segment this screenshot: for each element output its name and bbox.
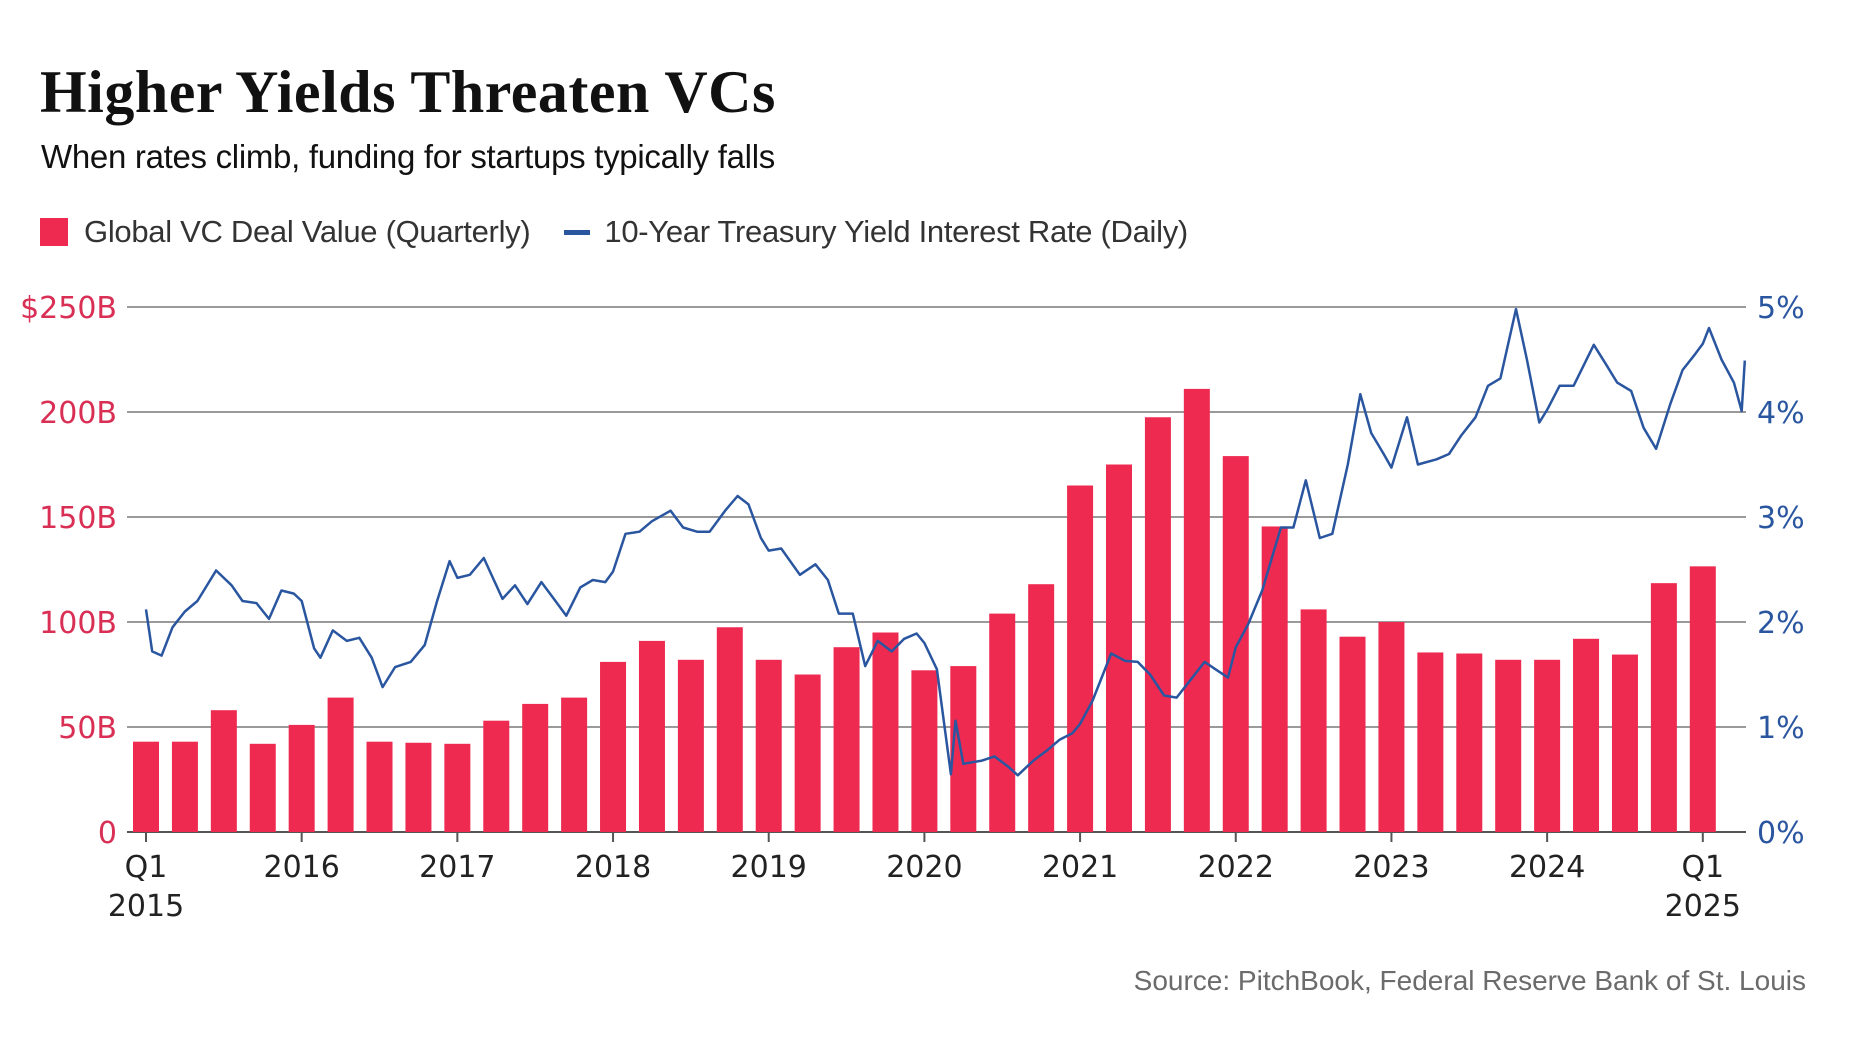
legend: Global VC Deal Value (Quarterly) 10-Year… [40,214,1222,250]
right-axis-tick-label: 2% [1757,606,1805,641]
x-axis-tick-label: 2017 [419,850,495,885]
bar [444,743,471,832]
bar [171,741,198,832]
bar [1339,636,1366,832]
bar [1650,583,1677,832]
bar [1222,456,1249,832]
bar [210,710,237,832]
bar [133,741,159,832]
legend-item-treasury-yield: 10-Year Treasury Yield Interest Rate (Da… [564,214,1188,250]
left-axis-tick-label: 50B [58,711,117,746]
bar [522,703,549,832]
bar [405,742,432,832]
bar [1300,609,1327,832]
bar [1183,388,1210,832]
bar [600,661,627,832]
bar [1417,652,1444,832]
left-axis-tick-label: 100B [39,606,117,641]
left-axis-tick-label: 0 [98,816,117,851]
x-axis-tick-label: 2015 [108,889,184,924]
x-axis-tick-label: Q1 [1681,850,1724,885]
bar [872,632,899,832]
legend-square-icon [40,218,68,246]
right-axis-tick-label: 4% [1757,396,1805,431]
right-axis-tick-label: 0% [1757,816,1805,851]
bar [1456,653,1483,832]
bar [483,720,510,832]
bar [911,670,938,832]
axes: 0 50B 100B 150B 200B $250B 0% 1% 2% 3% 4% 5% Q1 2015 2… [20,291,1805,924]
bar [1534,659,1561,832]
legend-line-icon [564,229,591,235]
x-axis-tick-label: 2019 [731,850,807,885]
bar [638,640,665,832]
bar [1573,638,1600,832]
left-axis-tick-label: 200B [39,396,117,431]
bar [1495,659,1522,832]
x-axis-tick-label: 2016 [264,850,340,885]
bar [1144,417,1171,832]
bar [1611,654,1638,832]
bar [288,724,315,832]
bar [716,627,743,832]
legend-label: Global VC Deal Value (Quarterly) [84,214,531,249]
bar [1028,584,1055,832]
bar [366,741,393,832]
bar [1689,566,1716,832]
bar [327,697,354,832]
source-note: Source: PitchBook, Federal Reserve Bank … [1133,965,1806,996]
bar [249,743,276,832]
chart-subtitle: When rates climb, funding for startups t… [41,138,775,175]
bar [1067,485,1094,832]
left-axis-tick-label: 150B [39,501,117,536]
bar [1106,464,1132,832]
bar [561,697,588,832]
bar [755,659,782,832]
legend-label: 10-Year Treasury Yield Interest Rate (Da… [604,214,1188,249]
bar [1378,622,1405,832]
legend-item-vc-deal-value: Global VC Deal Value (Quarterly) [40,214,531,250]
left-axis-tick-label: $250B [20,291,117,326]
x-axis-tick-label: 2020 [886,850,962,885]
x-axis-tick-label: 2024 [1509,850,1585,885]
right-axis-tick-label: 1% [1757,711,1805,746]
x-axis-tick-label: 2023 [1353,850,1429,885]
chart-title: Higher Yields Threaten VCs [40,59,776,125]
bar-series [133,388,1716,832]
x-axis-tick-label: 2018 [575,850,651,885]
x-axis-tick-label: 2025 [1665,889,1741,924]
right-axis-tick-label: 3% [1757,501,1805,536]
bar [1261,526,1288,832]
bar [794,674,821,832]
x-axis-tick-label: 2022 [1198,850,1274,885]
line-series [144,307,1747,777]
bar [833,647,860,832]
right-axis-tick-label: 5% [1757,291,1805,326]
bar [950,666,977,832]
bar [677,659,704,832]
bar [989,613,1016,832]
x-axis-tick-label: 2021 [1042,850,1118,885]
x-axis-tick-label: Q1 [125,850,168,885]
